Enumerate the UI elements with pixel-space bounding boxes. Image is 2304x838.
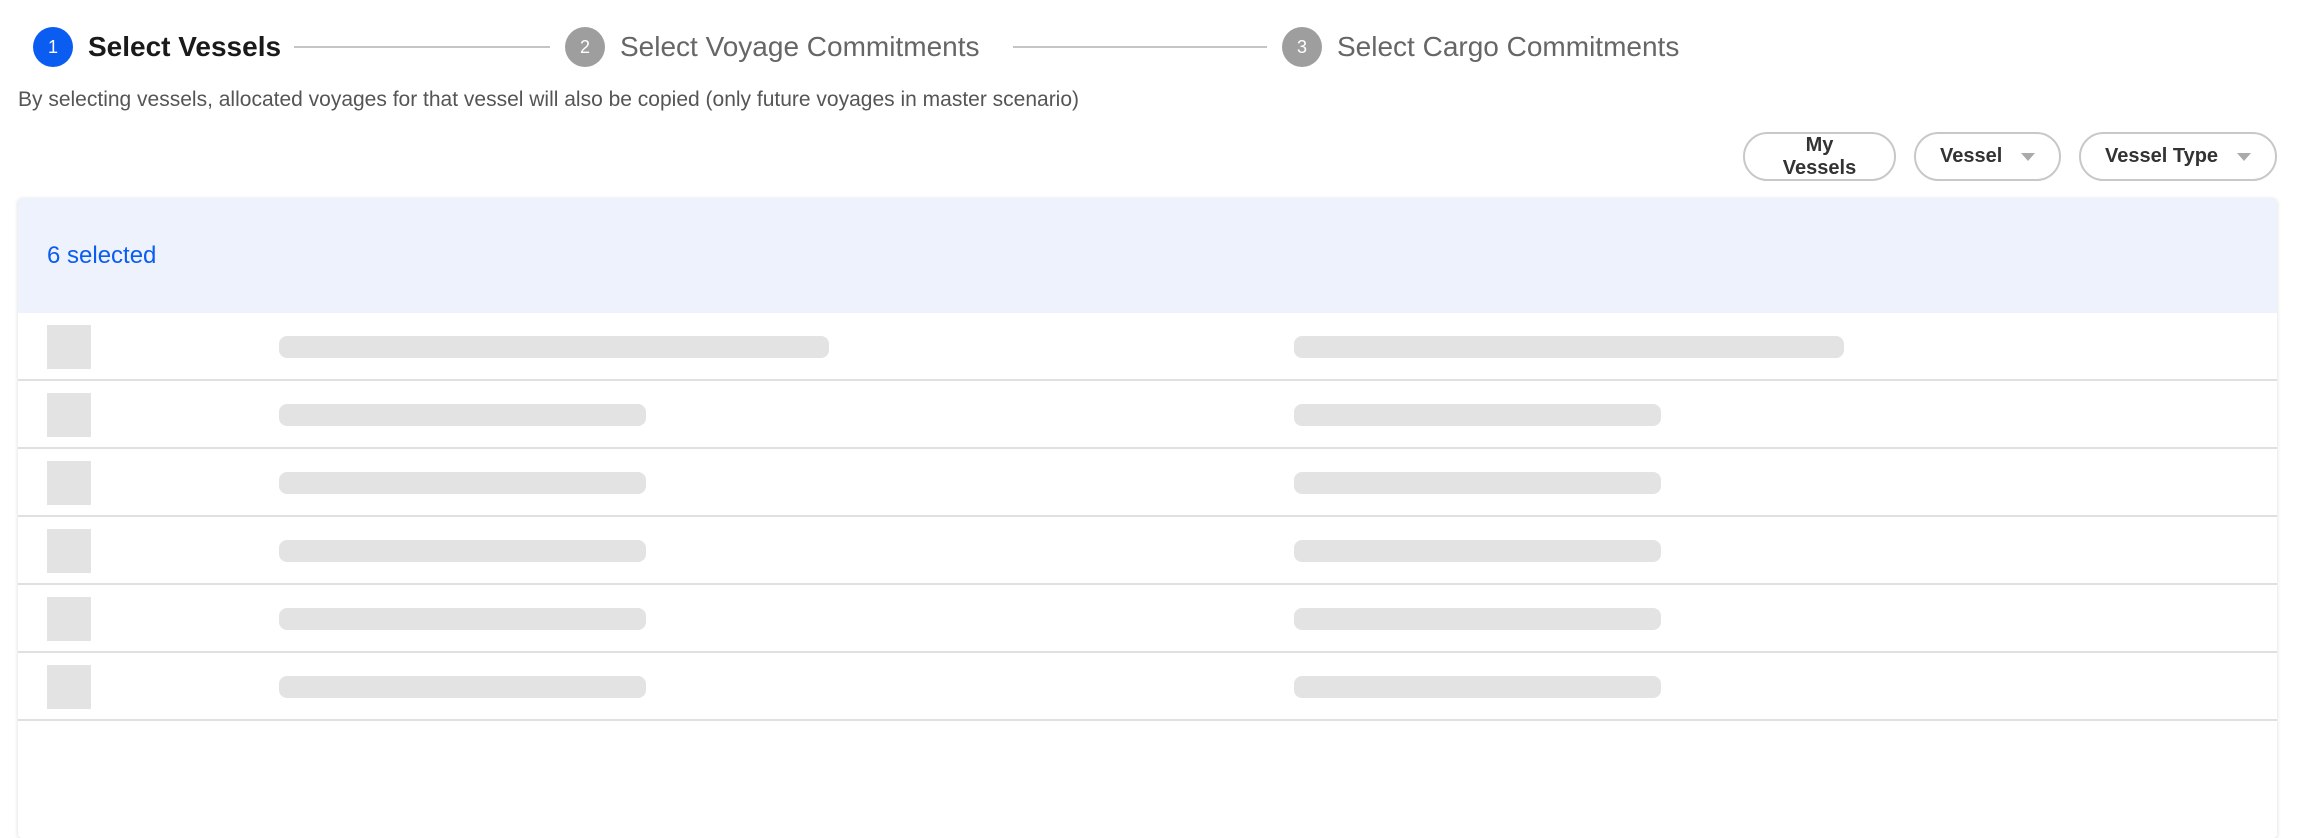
selected-count: 6 selected: [47, 241, 157, 269]
skeleton-text: [279, 540, 646, 562]
skeleton-text: [1294, 336, 1844, 358]
skeleton-checkbox: [47, 665, 91, 709]
step-connector: [294, 46, 550, 48]
skeleton-text: [1294, 472, 1661, 494]
skeleton-row: [18, 381, 2277, 449]
button-label: My Vessels: [1782, 133, 1857, 179]
skeleton-row: [18, 517, 2277, 585]
skeleton-text: [279, 404, 646, 426]
vessel-filter-dropdown[interactable]: Vessel: [1914, 132, 2061, 181]
skeleton-text: [1294, 540, 1661, 562]
skeleton-text: [1294, 608, 1661, 630]
skeleton-text: [279, 472, 646, 494]
skeleton-text: [1294, 404, 1661, 426]
skeleton-checkbox: [47, 393, 91, 437]
step-number-badge: 3: [1282, 27, 1322, 67]
my-vessels-filter-button[interactable]: My Vessels: [1743, 132, 1896, 181]
step-label: Select Vessels: [88, 31, 282, 62]
vessel-type-filter-dropdown[interactable]: Vessel Type: [2079, 132, 2277, 181]
skeleton-row: [18, 449, 2277, 517]
step-number-badge: 2: [565, 27, 605, 67]
instructions-text: By selecting vessels, allocated voyages …: [18, 88, 1080, 111]
caret-down-icon: [2237, 152, 2251, 161]
step-select-vessels[interactable]: 1 Select Vessels: [33, 27, 281, 67]
step-label: Select Cargo Commitments: [1337, 31, 1680, 62]
selection-header: 6 selected: [18, 198, 2277, 313]
skeleton-text: [279, 676, 646, 698]
step-label: Select Voyage Commitments: [620, 31, 980, 62]
step-select-voyage-commitments[interactable]: 2 Select Voyage Commitments: [565, 27, 980, 67]
button-label: Vessel: [1940, 145, 2003, 167]
skeleton-text: [279, 336, 829, 358]
skeleton-row: [18, 313, 2277, 381]
skeleton-text: [1294, 676, 1661, 698]
button-label: Vessel Type: [2105, 145, 2219, 167]
step-connector: [1013, 46, 1267, 48]
vessel-table: 6 selected: [18, 198, 2277, 838]
step-select-cargo-commitments[interactable]: 3 Select Cargo Commitments: [1282, 27, 1679, 67]
skeleton-checkbox: [47, 325, 91, 369]
skeleton-text: [279, 608, 646, 630]
skeleton-checkbox: [47, 461, 91, 505]
skeleton-row: [18, 585, 2277, 653]
caret-down-icon: [2021, 152, 2035, 161]
skeleton-checkbox: [47, 529, 91, 573]
skeleton-row: [18, 653, 2277, 721]
step-number-badge: 1: [33, 27, 73, 67]
skeleton-checkbox: [47, 597, 91, 641]
